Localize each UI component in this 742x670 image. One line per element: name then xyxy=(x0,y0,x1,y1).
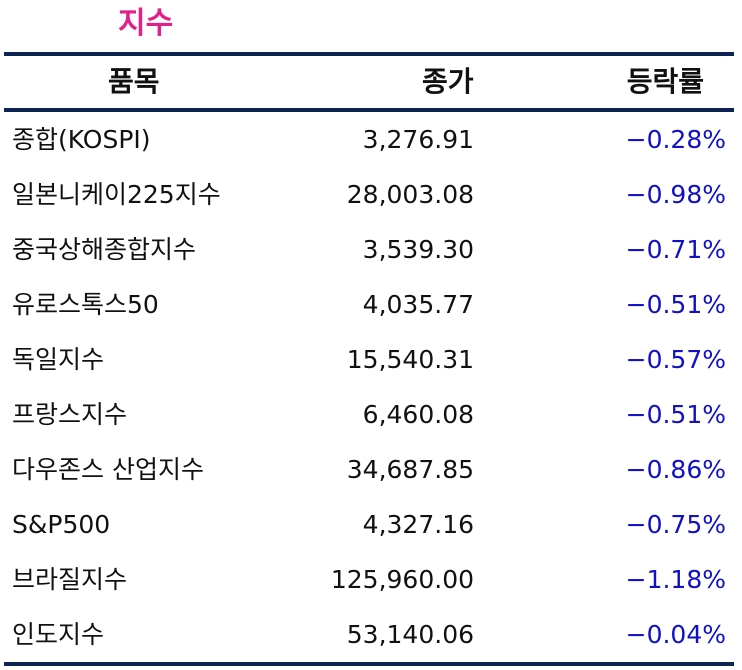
row-close: 4,327.16 xyxy=(362,510,474,539)
row-close: 34,687.85 xyxy=(346,455,474,484)
row-change: −0.51% xyxy=(625,290,726,319)
row-name: 다우존스 산업지수 xyxy=(12,455,204,484)
table-row: 종합(KOSPI) 3,276.91 −0.28% xyxy=(4,112,734,167)
row-change: −0.51% xyxy=(625,400,726,429)
row-close: 4,035.77 xyxy=(362,290,474,319)
row-name: 브라질지수 xyxy=(12,565,128,594)
table-row: 일본니케이225지수 28,003.08 −0.98% xyxy=(4,167,734,222)
table-row: 유로스톡스50 4,035.77 −0.51% xyxy=(4,277,734,332)
row-name: 인도지수 xyxy=(12,620,105,649)
row-close: 125,960.00 xyxy=(330,565,474,594)
header-item: 품목 xyxy=(108,65,160,98)
row-change: −0.28% xyxy=(625,125,726,154)
row-close: 6,460.08 xyxy=(362,400,474,429)
table-header: 품목 종가 등락률 xyxy=(4,56,734,112)
row-name: 종합(KOSPI) xyxy=(12,125,151,154)
row-close: 15,540.31 xyxy=(346,345,474,374)
row-change: −0.57% xyxy=(625,345,726,374)
row-close: 3,539.30 xyxy=(362,235,474,264)
row-name: 프랑스지수 xyxy=(12,400,128,429)
row-name: S&P500 xyxy=(12,510,111,539)
header-close: 종가 xyxy=(422,65,474,98)
row-name: 일본니케이225지수 xyxy=(12,180,221,209)
section-title: 지수 xyxy=(118,6,174,41)
table-row: 다우존스 산업지수 34,687.85 −0.86% xyxy=(4,442,734,497)
row-change: −0.71% xyxy=(625,235,726,264)
row-close: 53,140.06 xyxy=(346,620,474,649)
row-name: 독일지수 xyxy=(12,345,105,374)
index-table: 품목 종가 등락률 종합(KOSPI) 3,276.91 −0.28% 일본니케… xyxy=(4,52,734,666)
row-name: 유로스톡스50 xyxy=(12,290,159,319)
row-change: −1.18% xyxy=(625,565,726,594)
row-change: −0.75% xyxy=(625,510,726,539)
table-row: 중국상해종합지수 3,539.30 −0.71% xyxy=(4,222,734,277)
header-change-rate: 등락률 xyxy=(626,65,704,98)
table-row: 브라질지수 125,960.00 −1.18% xyxy=(4,552,734,607)
row-change: −0.04% xyxy=(625,620,726,649)
table-row: S&P500 4,327.16 −0.75% xyxy=(4,497,734,552)
row-change: −0.86% xyxy=(625,455,726,484)
row-close: 28,003.08 xyxy=(346,180,474,209)
row-close: 3,276.91 xyxy=(362,125,474,154)
row-name: 중국상해종합지수 xyxy=(12,235,197,264)
table-row: 프랑스지수 6,460.08 −0.51% xyxy=(4,387,734,442)
table-row: 독일지수 15,540.31 −0.57% xyxy=(4,332,734,387)
row-change: −0.98% xyxy=(625,180,726,209)
table-row: 인도지수 53,140.06 −0.04% xyxy=(4,607,734,662)
